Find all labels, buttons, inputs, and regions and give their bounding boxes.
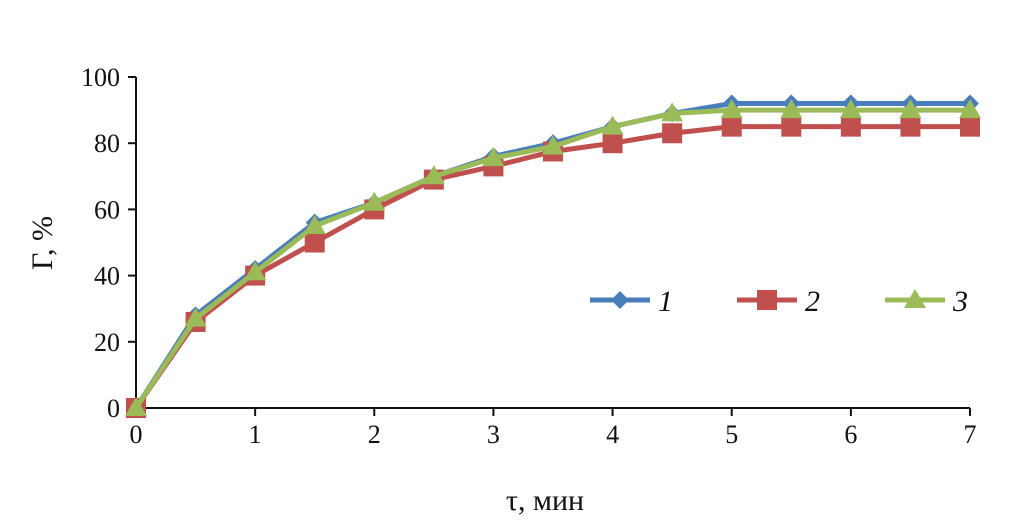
- legend-label: 3: [952, 285, 968, 318]
- data-point-2: [662, 123, 683, 144]
- data-point-3: [125, 397, 147, 416]
- y-tick-label: 20: [94, 328, 120, 357]
- data-point-2: [304, 232, 325, 253]
- data-point-3: [839, 99, 862, 119]
- data-point-3: [482, 147, 505, 167]
- data-point-3: [363, 191, 386, 211]
- data-point-2: [900, 116, 921, 137]
- data-point-3: [720, 99, 743, 119]
- data-point-2: [721, 116, 742, 137]
- legend-marker: [757, 290, 777, 310]
- legend-item-3: 3: [885, 285, 968, 318]
- y-tick-label: 60: [94, 195, 120, 224]
- y-tick-label: 0: [107, 394, 120, 423]
- y-tick-label: 100: [81, 63, 120, 92]
- y-tick-label: 40: [94, 262, 120, 291]
- data-point-3: [244, 261, 267, 281]
- data-point-3: [303, 214, 326, 234]
- legend-item-2: 2: [737, 285, 820, 318]
- data-point-3: [661, 102, 684, 122]
- data-point-3: [601, 115, 624, 135]
- legend-marker: [611, 291, 629, 309]
- x-tick-label: 5: [725, 420, 738, 449]
- legend-marker: [904, 289, 926, 308]
- x-tick-label: 7: [964, 420, 977, 449]
- x-tick-label: 2: [368, 420, 381, 449]
- data-point-3: [184, 307, 207, 327]
- x-tick-label: 4: [606, 420, 619, 449]
- data-point-2: [781, 116, 802, 137]
- y-axis-label: Г, %: [26, 216, 59, 270]
- data-point-3: [899, 99, 922, 119]
- data-point-3: [422, 165, 445, 185]
- data-point-3: [959, 99, 981, 119]
- data-point-3: [780, 99, 803, 119]
- series-3: [125, 99, 981, 416]
- legend-label: 1: [658, 285, 673, 318]
- x-axis-label: τ, мин: [506, 484, 584, 517]
- y-tick-label: 80: [94, 129, 120, 158]
- x-tick-label: 3: [487, 420, 500, 449]
- x-tick-label: 6: [844, 420, 857, 449]
- data-point-2: [960, 116, 980, 137]
- data-point-3: [542, 135, 564, 155]
- x-tick-label: 1: [249, 420, 262, 449]
- legend-item-1: 1: [590, 285, 673, 318]
- data-point-2: [602, 133, 623, 154]
- legend-label: 2: [805, 285, 820, 318]
- x-tick-label: 0: [130, 420, 143, 449]
- data-point-2: [840, 116, 861, 137]
